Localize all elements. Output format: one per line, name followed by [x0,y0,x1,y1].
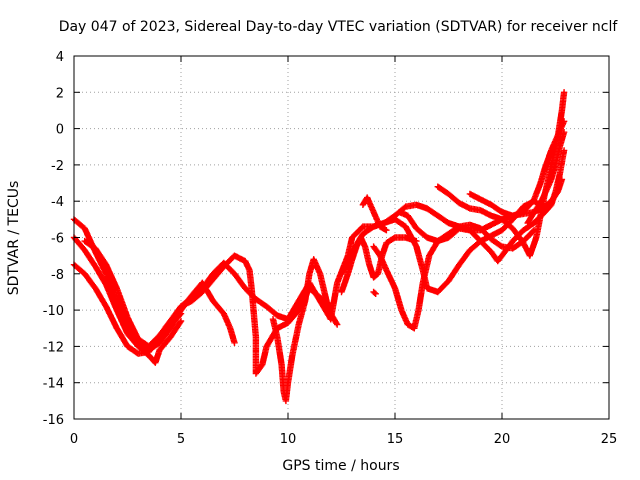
series-sat-q [370,288,379,297]
x-tick-label: 5 [177,432,185,447]
x-tick-label: 10 [280,432,297,447]
data-point-markers [338,234,420,296]
y-tick-label: -10 [43,304,64,319]
data-point-markers [199,279,238,346]
y-tick-label: 4 [56,50,64,65]
data-point-markers [370,288,379,297]
y-tick-label: 0 [56,123,64,138]
x-axis-label: GPS time / hours [282,458,399,474]
y-tick-label: -12 [43,340,64,355]
series-sat-n [524,129,568,227]
data-points [70,89,568,405]
y-tick-label: -4 [51,195,64,210]
series-sat-f [199,279,238,346]
data-point-markers [466,118,568,219]
x-tick-label: 0 [70,432,78,447]
y-tick-label: -16 [43,413,64,428]
chart-title: Day 047 of 2023, Sidereal Day-to-day VTE… [59,19,619,35]
x-tick-label: 25 [601,432,618,447]
data-point-markers [269,256,341,405]
y-tick-label: 2 [56,86,64,101]
data-point-markers [524,129,568,227]
x-tick-label: 20 [494,432,511,447]
axis-ticks: 0 5 10 15 20 25 -16 -14 -12 -10 -8 -6 -4 -2 0 2 4 [43,50,618,447]
grid-lines [74,56,609,419]
y-tick-label: -2 [51,159,64,174]
series-sat-p [359,194,390,234]
y-tick-label: -8 [51,268,64,283]
series-sat-m [466,118,568,219]
y-axis-label: SDTVAR / TECUs [6,181,22,296]
series-sat-o [338,234,420,296]
x-tick-label: 15 [387,432,404,447]
y-tick-label: -6 [51,232,64,247]
series-sat-g [269,256,341,405]
data-point-markers [359,194,390,234]
series-sat-k [396,147,568,265]
y-tick-label: -14 [43,377,64,392]
data-point-markers [396,147,568,265]
